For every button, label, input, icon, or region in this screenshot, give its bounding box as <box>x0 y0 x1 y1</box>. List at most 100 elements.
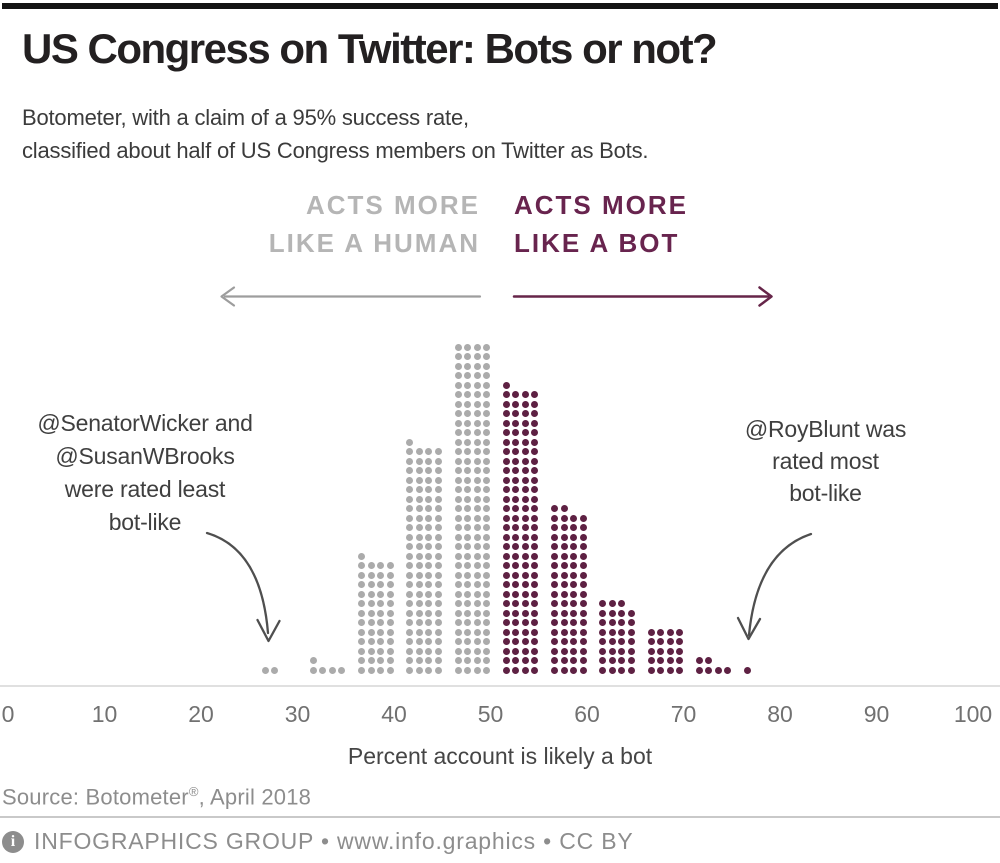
bot-dot <box>521 609 529 617</box>
bot-dot <box>570 552 578 560</box>
bot-dot <box>521 505 529 512</box>
human-dot <box>367 571 375 579</box>
human-dot <box>464 666 472 674</box>
human-dot <box>483 590 491 598</box>
human-dot <box>483 343 491 351</box>
bot-dot <box>570 562 578 569</box>
bot-dot <box>579 628 587 636</box>
x-axis-tick-label: 80 <box>767 701 793 727</box>
human-dot <box>406 619 414 626</box>
bot-dot <box>608 600 616 607</box>
human-dot <box>415 619 423 626</box>
human-dot <box>386 657 394 664</box>
bot-dot <box>579 571 587 579</box>
bot-dot <box>502 476 510 484</box>
human-dot <box>386 647 394 655</box>
source-suffix: , April 2018 <box>198 784 312 810</box>
bot-dot <box>551 562 559 569</box>
human-dot <box>454 486 462 493</box>
human-dot <box>406 552 414 560</box>
bot-dot <box>531 657 539 664</box>
human-dot <box>434 524 442 531</box>
human-dot <box>464 514 472 522</box>
human-dot <box>377 619 385 626</box>
bot-dot <box>531 438 539 446</box>
bot-dot <box>512 609 520 617</box>
human-dot <box>415 514 423 522</box>
human-dot <box>454 552 462 560</box>
bot-dot <box>599 619 607 626</box>
bot-dot <box>560 666 568 674</box>
human-dot <box>406 657 414 664</box>
human-dot <box>425 647 433 655</box>
human-dot <box>425 571 433 579</box>
human-dot <box>464 581 472 588</box>
human-dot <box>454 657 462 664</box>
human-dot <box>309 657 317 664</box>
bot-dot <box>531 609 539 617</box>
bot-dot <box>502 657 510 664</box>
human-dot <box>434 467 442 474</box>
label-acts-more-like-a-human: ACTS MORE LIKE A HUMAN <box>180 186 480 262</box>
human-dot <box>473 391 481 398</box>
bot-dot <box>521 514 529 522</box>
bot-dot <box>608 628 616 636</box>
human-dot <box>358 628 366 636</box>
bot-dot <box>531 391 539 398</box>
bot-dot <box>618 609 626 617</box>
human-dot <box>358 590 366 598</box>
annotation-line: @RoyBlunt was <box>744 416 907 442</box>
bot-dot <box>502 638 510 645</box>
human-dot <box>358 619 366 626</box>
bot-dot <box>521 419 529 427</box>
bot-dot <box>579 647 587 655</box>
human-dot <box>473 429 481 436</box>
bot-dot <box>627 609 635 617</box>
human-dot <box>367 600 375 607</box>
human-dot <box>473 505 481 512</box>
bot-dot <box>570 590 578 598</box>
human-dot <box>425 638 433 645</box>
bot-dot <box>724 666 732 674</box>
bot-dot <box>531 505 539 512</box>
bot-dot <box>521 410 529 417</box>
x-axis-tick-label: 70 <box>670 701 697 727</box>
bot-dot <box>551 638 559 645</box>
info-icon: i <box>2 830 24 853</box>
human-dot <box>358 562 366 569</box>
human-dot <box>473 410 481 417</box>
human-dot <box>473 400 481 408</box>
bot-dot <box>531 533 539 541</box>
human-dot <box>328 666 336 674</box>
bot-dot <box>531 552 539 560</box>
human-dot <box>425 457 433 465</box>
bot-dot <box>560 552 568 560</box>
human-dot <box>358 647 366 655</box>
human-dot <box>425 467 433 474</box>
annotation-line: @SenatorWicker and <box>37 410 253 436</box>
human-dot <box>464 495 472 503</box>
human-dot <box>483 467 491 474</box>
human-dot <box>454 353 462 360</box>
bot-dot <box>512 419 520 427</box>
human-dot <box>358 666 366 674</box>
bot-dot <box>512 647 520 655</box>
human-dot <box>483 581 491 588</box>
human-dot <box>473 362 481 370</box>
human-dot <box>473 581 481 588</box>
bot-dot <box>502 562 510 569</box>
human-dot <box>377 581 385 588</box>
bot-dot <box>531 590 539 598</box>
human-dot <box>473 590 481 598</box>
bot-dot <box>560 543 568 550</box>
subtitle-line-1: Botometer, with a claim of a 95% success… <box>22 105 469 130</box>
bot-dot <box>531 628 539 636</box>
human-dot <box>425 514 433 522</box>
human-dot <box>464 486 472 493</box>
human-dot <box>338 666 346 674</box>
bot-dot <box>521 600 529 607</box>
bot-dot <box>502 666 510 674</box>
bot-dot <box>676 666 684 674</box>
